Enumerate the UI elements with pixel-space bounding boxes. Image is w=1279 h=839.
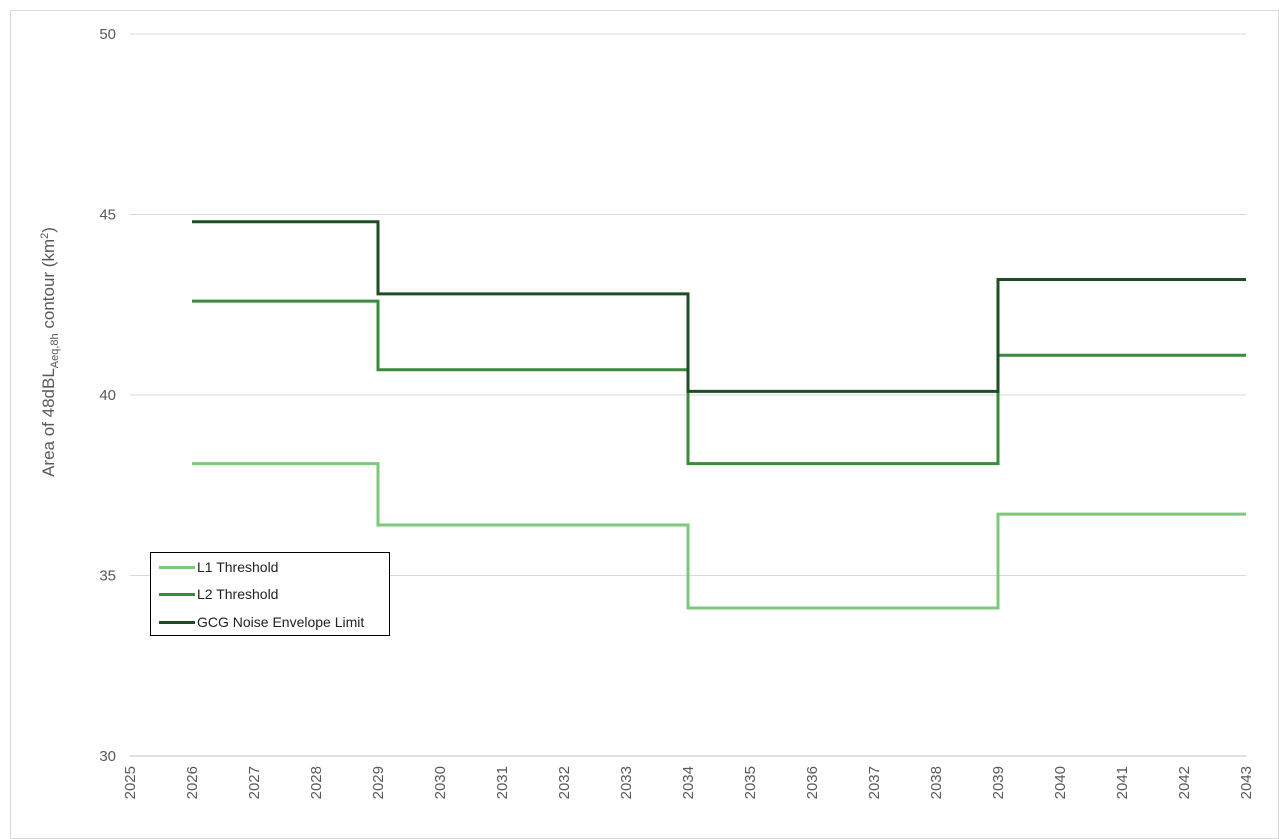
y-tick-label: 40: [99, 387, 116, 404]
chart-frame: [10, 10, 1279, 839]
legend-swatch-gcg: [159, 620, 195, 624]
series-line-3: [192, 220, 1246, 393]
legend-label-l1: L1 Threshold: [197, 559, 279, 575]
x-tick-labels: 2025 2026 2027 2028 2029 2030 2031 2032 2033 2034…: [122, 766, 1255, 799]
x-tick-label: 2028: [308, 766, 325, 799]
x-tick-label: 2025: [122, 766, 139, 799]
x-tick-label: 2030: [432, 766, 449, 799]
x-tick-label: 2035: [742, 766, 759, 799]
y-tick-labels: 30 35 40 45 50: [99, 26, 116, 765]
legend-swatch-l2: [159, 592, 195, 596]
x-tick-label: 2027: [246, 766, 263, 799]
series-line-2: [192, 299, 1246, 466]
legend-item-gcg: GCG Noise Envelope Limit: [159, 612, 364, 632]
x-tick-label: 2032: [556, 766, 573, 799]
y-tick-label: 35: [99, 568, 116, 585]
legend-label-gcg: GCG Noise Envelope Limit: [197, 614, 365, 630]
x-tick-label: 2042: [1176, 766, 1193, 799]
x-tick-label: 2033: [618, 766, 635, 799]
y-tick-label: 45: [99, 207, 116, 224]
legend-item-l2: L2 Threshold: [159, 584, 278, 604]
y-tick-label: 30: [99, 748, 116, 765]
x-tick-label: 2041: [1114, 766, 1131, 799]
y-tick-label: 50: [99, 26, 116, 43]
legend: L1 Threshold L2 Threshold GCG Noise Enve…: [150, 552, 390, 636]
series-line-1: [192, 462, 1246, 610]
legend-label-l2: L2 Threshold: [197, 586, 279, 602]
y-axis-title: Area of 48dBLAeq,8h contour (km2): [39, 227, 61, 477]
x-tick-label: 2040: [1052, 766, 1069, 799]
x-tick-label: 2031: [494, 766, 511, 799]
x-tick-label: 2043: [1238, 766, 1255, 799]
x-tick-label: 2034: [680, 766, 697, 799]
legend-item-l1: L1 Threshold: [159, 557, 278, 577]
series-lines: [192, 220, 1246, 610]
x-tick-label: 2029: [370, 766, 387, 799]
x-tick-label: 2037: [866, 766, 883, 799]
x-tick-label: 2026: [184, 766, 201, 799]
legend-swatch-l1: [159, 565, 195, 569]
x-tick-label: 2038: [928, 766, 945, 799]
x-tick-label: 2036: [804, 766, 821, 799]
x-tick-label: 2039: [990, 766, 1007, 799]
